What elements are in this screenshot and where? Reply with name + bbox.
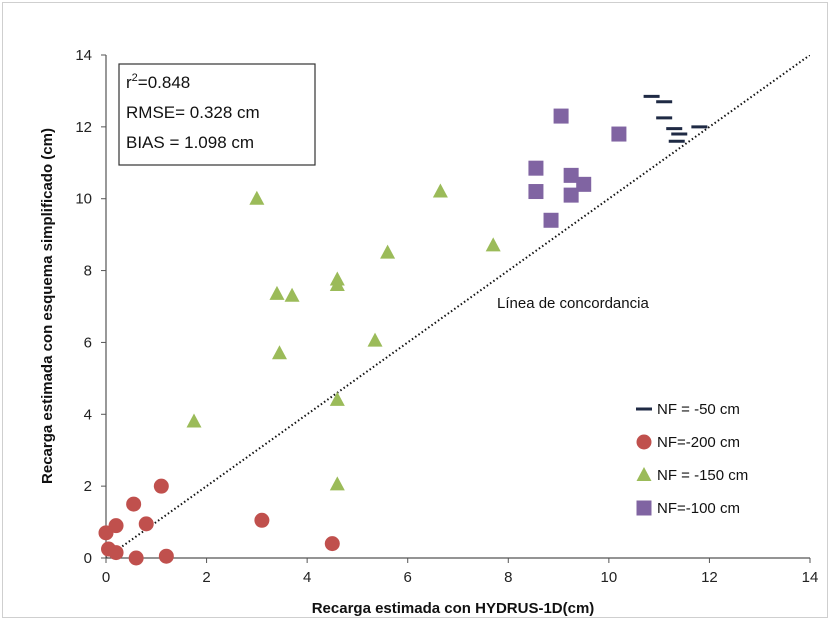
series-dash — [643, 94, 708, 143]
data-point-circle — [138, 516, 154, 532]
data-point-circle — [126, 496, 142, 512]
legend-item: NF = -150 cm — [636, 467, 748, 484]
stats-rmse: RMSE= 0.328 cm — [126, 103, 260, 122]
series-square — [528, 108, 627, 228]
legend-item: NF = -50 cm — [636, 401, 740, 418]
legend-item: NF=-200 cm — [636, 434, 740, 451]
legend-marker-circle — [636, 434, 652, 450]
x-tick-label: 10 — [601, 569, 618, 586]
data-point-triangle — [329, 276, 345, 291]
data-point-circle — [128, 550, 144, 566]
y-axis-title: Recarga estimada con esquema simplificad… — [39, 128, 56, 484]
data-point-triangle — [432, 183, 448, 198]
y-tick-label: 12 — [75, 119, 92, 136]
data-point-triangle — [380, 244, 396, 259]
y-axis-ticks: 0 2 4 6 8 10 12 14 — [75, 47, 106, 567]
y-tick-label: 8 — [84, 263, 92, 280]
data-point-triangle — [329, 476, 345, 491]
reference-line-label: Línea de concordancia — [497, 295, 649, 312]
data-points — [98, 94, 708, 566]
data-point-square — [576, 176, 592, 192]
data-point-square — [553, 108, 569, 124]
data-point-square — [543, 212, 559, 228]
x-tick-label: 14 — [802, 569, 819, 586]
data-point-square — [611, 126, 627, 142]
data-point-triangle — [186, 413, 202, 428]
plot-axes — [105, 55, 810, 559]
data-point-circle — [108, 545, 124, 561]
y-tick-label: 4 — [84, 406, 92, 423]
x-tick-label: 8 — [504, 569, 512, 586]
data-point-square — [528, 184, 544, 200]
y-tick-label: 2 — [84, 478, 92, 495]
legend-marker-triangle — [636, 467, 652, 481]
y-tick-label: 10 — [75, 191, 92, 208]
series-triangle — [186, 183, 501, 491]
series-circle — [98, 478, 340, 566]
data-point-square — [528, 160, 544, 176]
data-point-triangle — [485, 237, 501, 252]
data-point-circle — [254, 512, 270, 528]
x-tick-label: 12 — [701, 569, 718, 586]
legend-label: NF = -150 cm — [657, 467, 748, 484]
data-point-circle — [158, 548, 174, 564]
x-tick-label: 2 — [202, 569, 210, 586]
data-point-triangle — [329, 391, 345, 406]
x-axis-title: Recarga estimada con HYDRUS-1D(cm) — [312, 600, 595, 617]
data-point-circle — [108, 518, 124, 534]
x-axis-ticks: 0 2 4 6 8 10 12 14 — [102, 558, 819, 586]
x-tick-label: 6 — [404, 569, 412, 586]
y-tick-label: 0 — [84, 550, 92, 567]
x-tick-label: 0 — [102, 569, 110, 586]
stats-box: r2=0.848 RMSE= 0.328 cm BIAS = 1.098 cm — [118, 63, 316, 166]
legend-label: NF=-100 cm — [657, 500, 740, 517]
data-point-circle — [153, 478, 169, 494]
stats-bias: BIAS = 1.098 cm — [126, 133, 254, 152]
data-point-triangle — [367, 332, 383, 347]
data-point-triangle — [271, 345, 287, 360]
data-point-square — [563, 167, 579, 183]
y-tick-label: 6 — [84, 334, 92, 351]
reference-line — [106, 55, 810, 558]
y-tick-label: 14 — [75, 47, 92, 64]
data-point-square — [563, 187, 579, 203]
data-point-triangle — [284, 287, 300, 302]
legend-label: NF=-200 cm — [657, 434, 740, 451]
data-point-triangle — [249, 190, 265, 205]
stats-r2: r2=0.848 — [126, 72, 190, 92]
legend-marker-square — [636, 500, 652, 516]
data-point-circle — [324, 536, 340, 552]
legend: NF = -50 cm NF=-200 cm NF = -150 cm NF=-100… — [636, 401, 748, 517]
legend-item: NF=-100 cm — [636, 500, 740, 517]
x-tick-label: 4 — [303, 569, 311, 586]
data-point-triangle — [269, 285, 285, 300]
legend-label: NF = -50 cm — [657, 401, 740, 418]
stats-box-border — [118, 63, 316, 166]
